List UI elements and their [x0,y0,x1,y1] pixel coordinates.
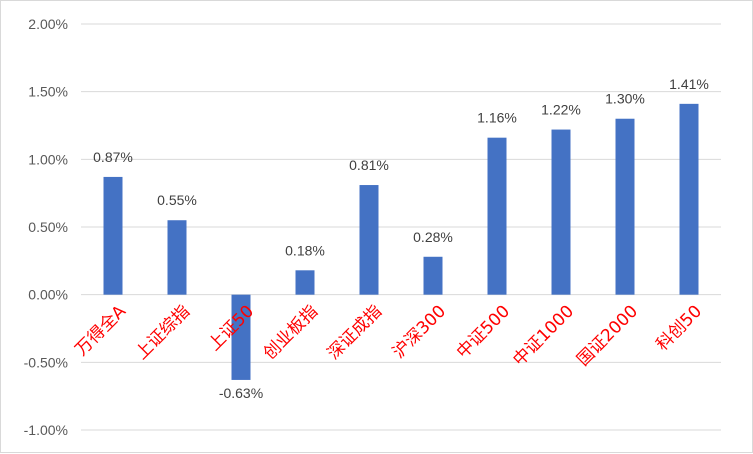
bar [679,103,699,295]
bars [103,103,699,380]
bar [423,256,443,295]
data-label: 0.87% [93,149,133,165]
data-label: 0.28% [413,229,453,245]
y-tick-label: 0.50% [28,219,68,235]
bar [359,185,379,295]
data-label: 1.41% [669,76,709,92]
data-label: 1.16% [477,110,517,126]
y-tick-label: 1.00% [28,151,68,167]
bar [295,270,315,295]
y-tick-label: -0.50% [24,354,68,370]
category-label: 沪深300 [389,302,450,363]
bar [551,129,571,295]
category-label: 上证综指 [132,302,194,364]
bar [487,137,507,295]
data-label: -0.63% [219,385,263,401]
y-tick-label: 1.50% [28,84,68,100]
data-labels: 0.87% 0.55% -0.63% 0.18% 0.81% 0.28% 1.16% 1.22… [93,76,709,401]
bar [167,220,187,295]
category-label: 国证2000 [573,302,642,371]
bar [615,118,635,295]
y-axis: -1.00% -0.50% 0.00% 0.50% 1.00% 1.50% 2.00% [24,16,68,438]
category-label: 创业板指 [260,302,322,364]
y-tick-label: 2.00% [28,16,68,32]
category-label: 深证成指 [324,302,386,364]
data-label: 1.22% [541,102,581,118]
category-label: 中证500 [453,302,514,363]
data-label: 0.81% [349,157,389,173]
category-label: 科创50 [653,302,706,355]
y-tick-label: -1.00% [24,422,68,438]
bar [103,176,123,295]
y-tick-label: 0.00% [28,287,68,303]
data-label: 0.55% [157,192,197,208]
bar [231,294,251,380]
category-label: 中证1000 [509,302,578,371]
data-label: 0.18% [285,242,325,258]
gridlines [81,23,721,431]
x-axis-categories: 万得全A 上证综指 上证50 创业板指 深证成指 沪深300 中证500中证1000国证20… [72,301,706,370]
data-label: 1.30% [605,91,645,107]
category-label: 万得全A [72,301,131,360]
